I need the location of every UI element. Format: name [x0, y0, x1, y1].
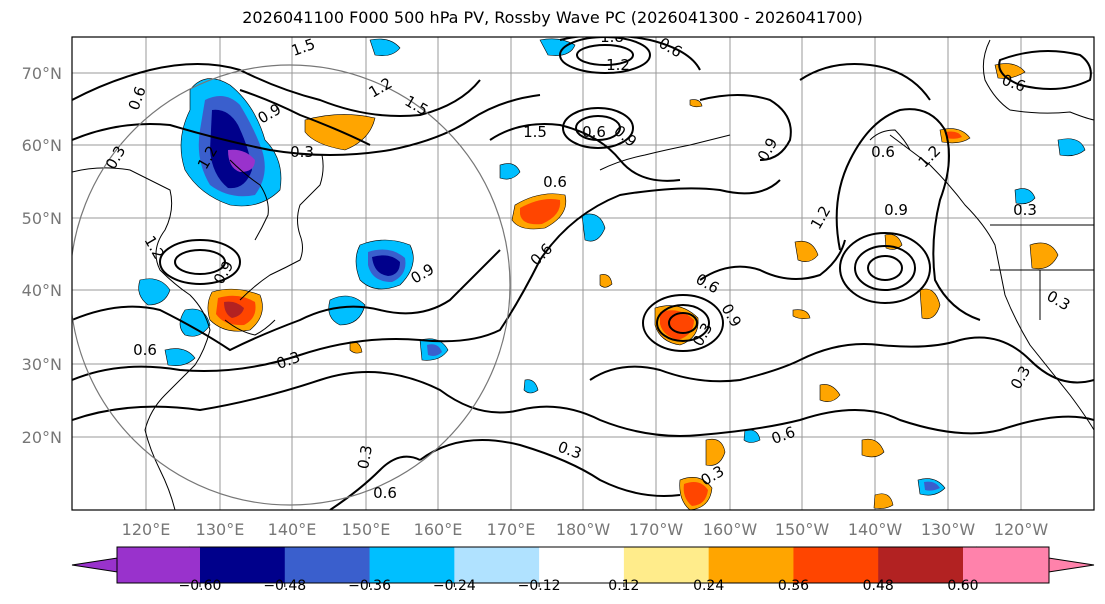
colorbar-segment: [117, 547, 200, 583]
colorbar: [71, 546, 1095, 584]
lat-label: 20°N: [22, 428, 62, 447]
colorbar-segment: [963, 547, 1049, 583]
colorbar-segment: [369, 547, 455, 583]
lat-label: 30°N: [22, 355, 62, 374]
colorbar-tick-label: 0.48: [863, 578, 894, 594]
colorbar-segment: [878, 547, 964, 583]
longitude-labels: 120°E 130°E 140°E 150°E 160°E 170°E 180°W 170°W…: [122, 520, 1049, 539]
colorbar-segment: [793, 547, 879, 583]
colorbar-tick-label: 0.36: [778, 578, 809, 594]
contour-label: 0.6: [133, 341, 157, 359]
radius-circle: [72, 64, 511, 506]
lon-label: 130°W: [921, 520, 976, 539]
colorbar-tick-label: −0.24: [433, 578, 476, 594]
graticule: [72, 37, 1094, 510]
pv-contours: [72, 37, 1094, 510]
contour-label: 0.3: [1013, 201, 1037, 219]
lon-label: 160°W: [703, 520, 758, 539]
colorbar-tick-label: 0.60: [947, 578, 978, 594]
lon-label: 120°W: [994, 520, 1049, 539]
lon-label: 150°W: [775, 520, 830, 539]
lat-label: 40°N: [22, 281, 62, 300]
lon-label: 170°W: [629, 520, 684, 539]
lon-label: 150°E: [342, 520, 391, 539]
colorbar-segment: [454, 547, 540, 583]
colorbar-tick-label: 0.12: [608, 578, 639, 594]
contour-label: 1.5: [523, 123, 547, 141]
colorbar-tick-label: −0.60: [179, 578, 222, 594]
contour-label: 1.8: [600, 28, 624, 46]
lon-label: 140°E: [268, 520, 317, 539]
colorbar-tick-label: 0.24: [693, 578, 724, 594]
chart-title: 2026041100 F000 500 hPa PV, Rossby Wave …: [242, 8, 863, 27]
contour-label: 0.3: [290, 143, 314, 161]
contour-label: 0.6: [582, 123, 606, 141]
colorbar-tick-label: −0.48: [263, 578, 306, 594]
colorbar-segment: [284, 547, 371, 583]
lat-label: 50°N: [22, 209, 62, 228]
contour-label: 0.3: [354, 444, 376, 471]
contour-label: 0.6: [543, 173, 567, 191]
lat-label: 70°N: [22, 64, 62, 83]
colorbar-segment: [623, 547, 710, 583]
lon-label: 120°E: [122, 520, 171, 539]
lat-label: 60°N: [22, 136, 62, 155]
contour-label: 1.5: [289, 35, 318, 60]
lon-label: 140°W: [848, 520, 903, 539]
colorbar-segment: [708, 547, 794, 583]
coastlines: [72, 39, 1094, 510]
lon-label: 170°E: [487, 520, 536, 539]
contour-label: 0.6: [871, 143, 895, 161]
map-frame: [71, 36, 1095, 511]
colorbar-segment: [539, 547, 625, 583]
contour-label: 0.9: [884, 201, 908, 219]
colorbar-segment: [200, 547, 286, 583]
lon-label: 160°E: [414, 520, 463, 539]
latitude-labels: 70°N 60°N 50°N 40°N 30°N 20°N: [22, 64, 62, 447]
lon-label: 130°E: [196, 520, 245, 539]
colorbar-tick-label: −0.12: [518, 578, 561, 594]
contour-label: 1.2: [606, 56, 630, 74]
colorbar-tick-labels: −0.60 −0.48 −0.36 −0.24 −0.12 0.12 0.24 0.36 0.4…: [179, 578, 979, 594]
colorbar-tick-label: −0.36: [348, 578, 391, 594]
lon-label: 180°W: [556, 520, 611, 539]
map-plot-area: 0.61.20.91.51.20.31.51.81.20.61.5 0.6 0.90…: [72, 28, 1094, 510]
contour-label: 0.6: [373, 484, 397, 502]
